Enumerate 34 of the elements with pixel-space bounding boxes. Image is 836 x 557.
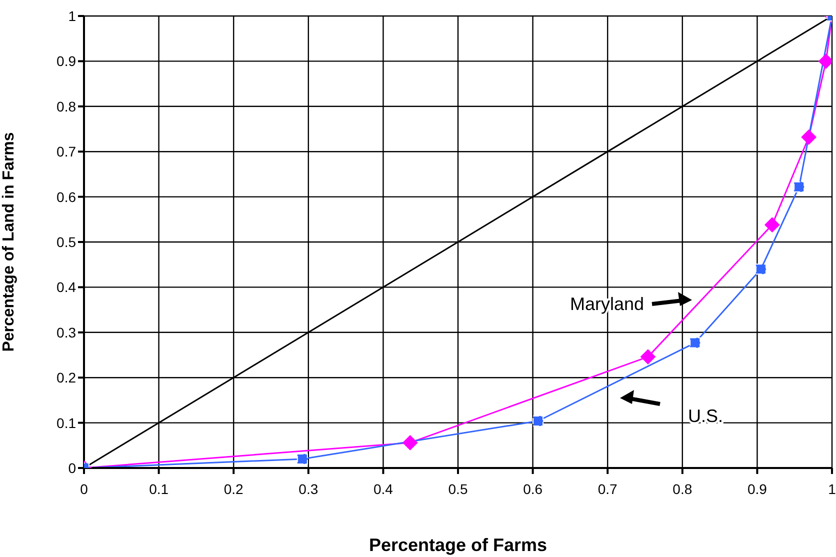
x-tick-label: 0.3 [298,480,318,497]
point [794,181,805,192]
x-tick-label: 0.4 [373,480,394,497]
annotation: U.S. [688,406,724,426]
y-tick-label: 0.5 [56,234,76,250]
x-tick-label: 0.7 [598,480,618,497]
x-tick-label: 0.5 [448,480,468,497]
point [640,349,656,364]
x-tick-label: 0.8 [672,480,692,497]
y-tick-label: 0.7 [56,144,76,160]
y-tick-label: 1 [68,8,76,24]
x-tick-label: 0.2 [224,480,244,497]
y-tick-label: 0.9 [56,53,76,70]
y-axis-title: Percentage of Land in Farms [0,132,18,352]
x-tick-label: 0.1 [149,480,169,497]
point [296,453,308,464]
x-tick-label: 1 [828,480,836,497]
x-tick-label: 0.9 [747,480,768,497]
point [402,435,418,450]
y-tick-label: 0.1 [56,414,76,431]
x-axis-title: Percentage of Farms [368,535,548,555]
y-tick-label: 0.6 [56,188,76,205]
x-tick-label: 0.6 [523,480,543,497]
point [764,217,780,232]
point [690,337,701,348]
point [755,264,766,275]
x-tick-label: 0 [80,480,88,497]
point [532,415,544,426]
y-tick-label: 0.3 [56,324,76,340]
y-tick-label: 0 [68,460,76,476]
point [801,130,816,145]
y-tick-label: 0.4 [56,279,76,296]
y-tick-label: 0.2 [56,370,76,386]
y-tick-label: 0.8 [56,98,76,114]
